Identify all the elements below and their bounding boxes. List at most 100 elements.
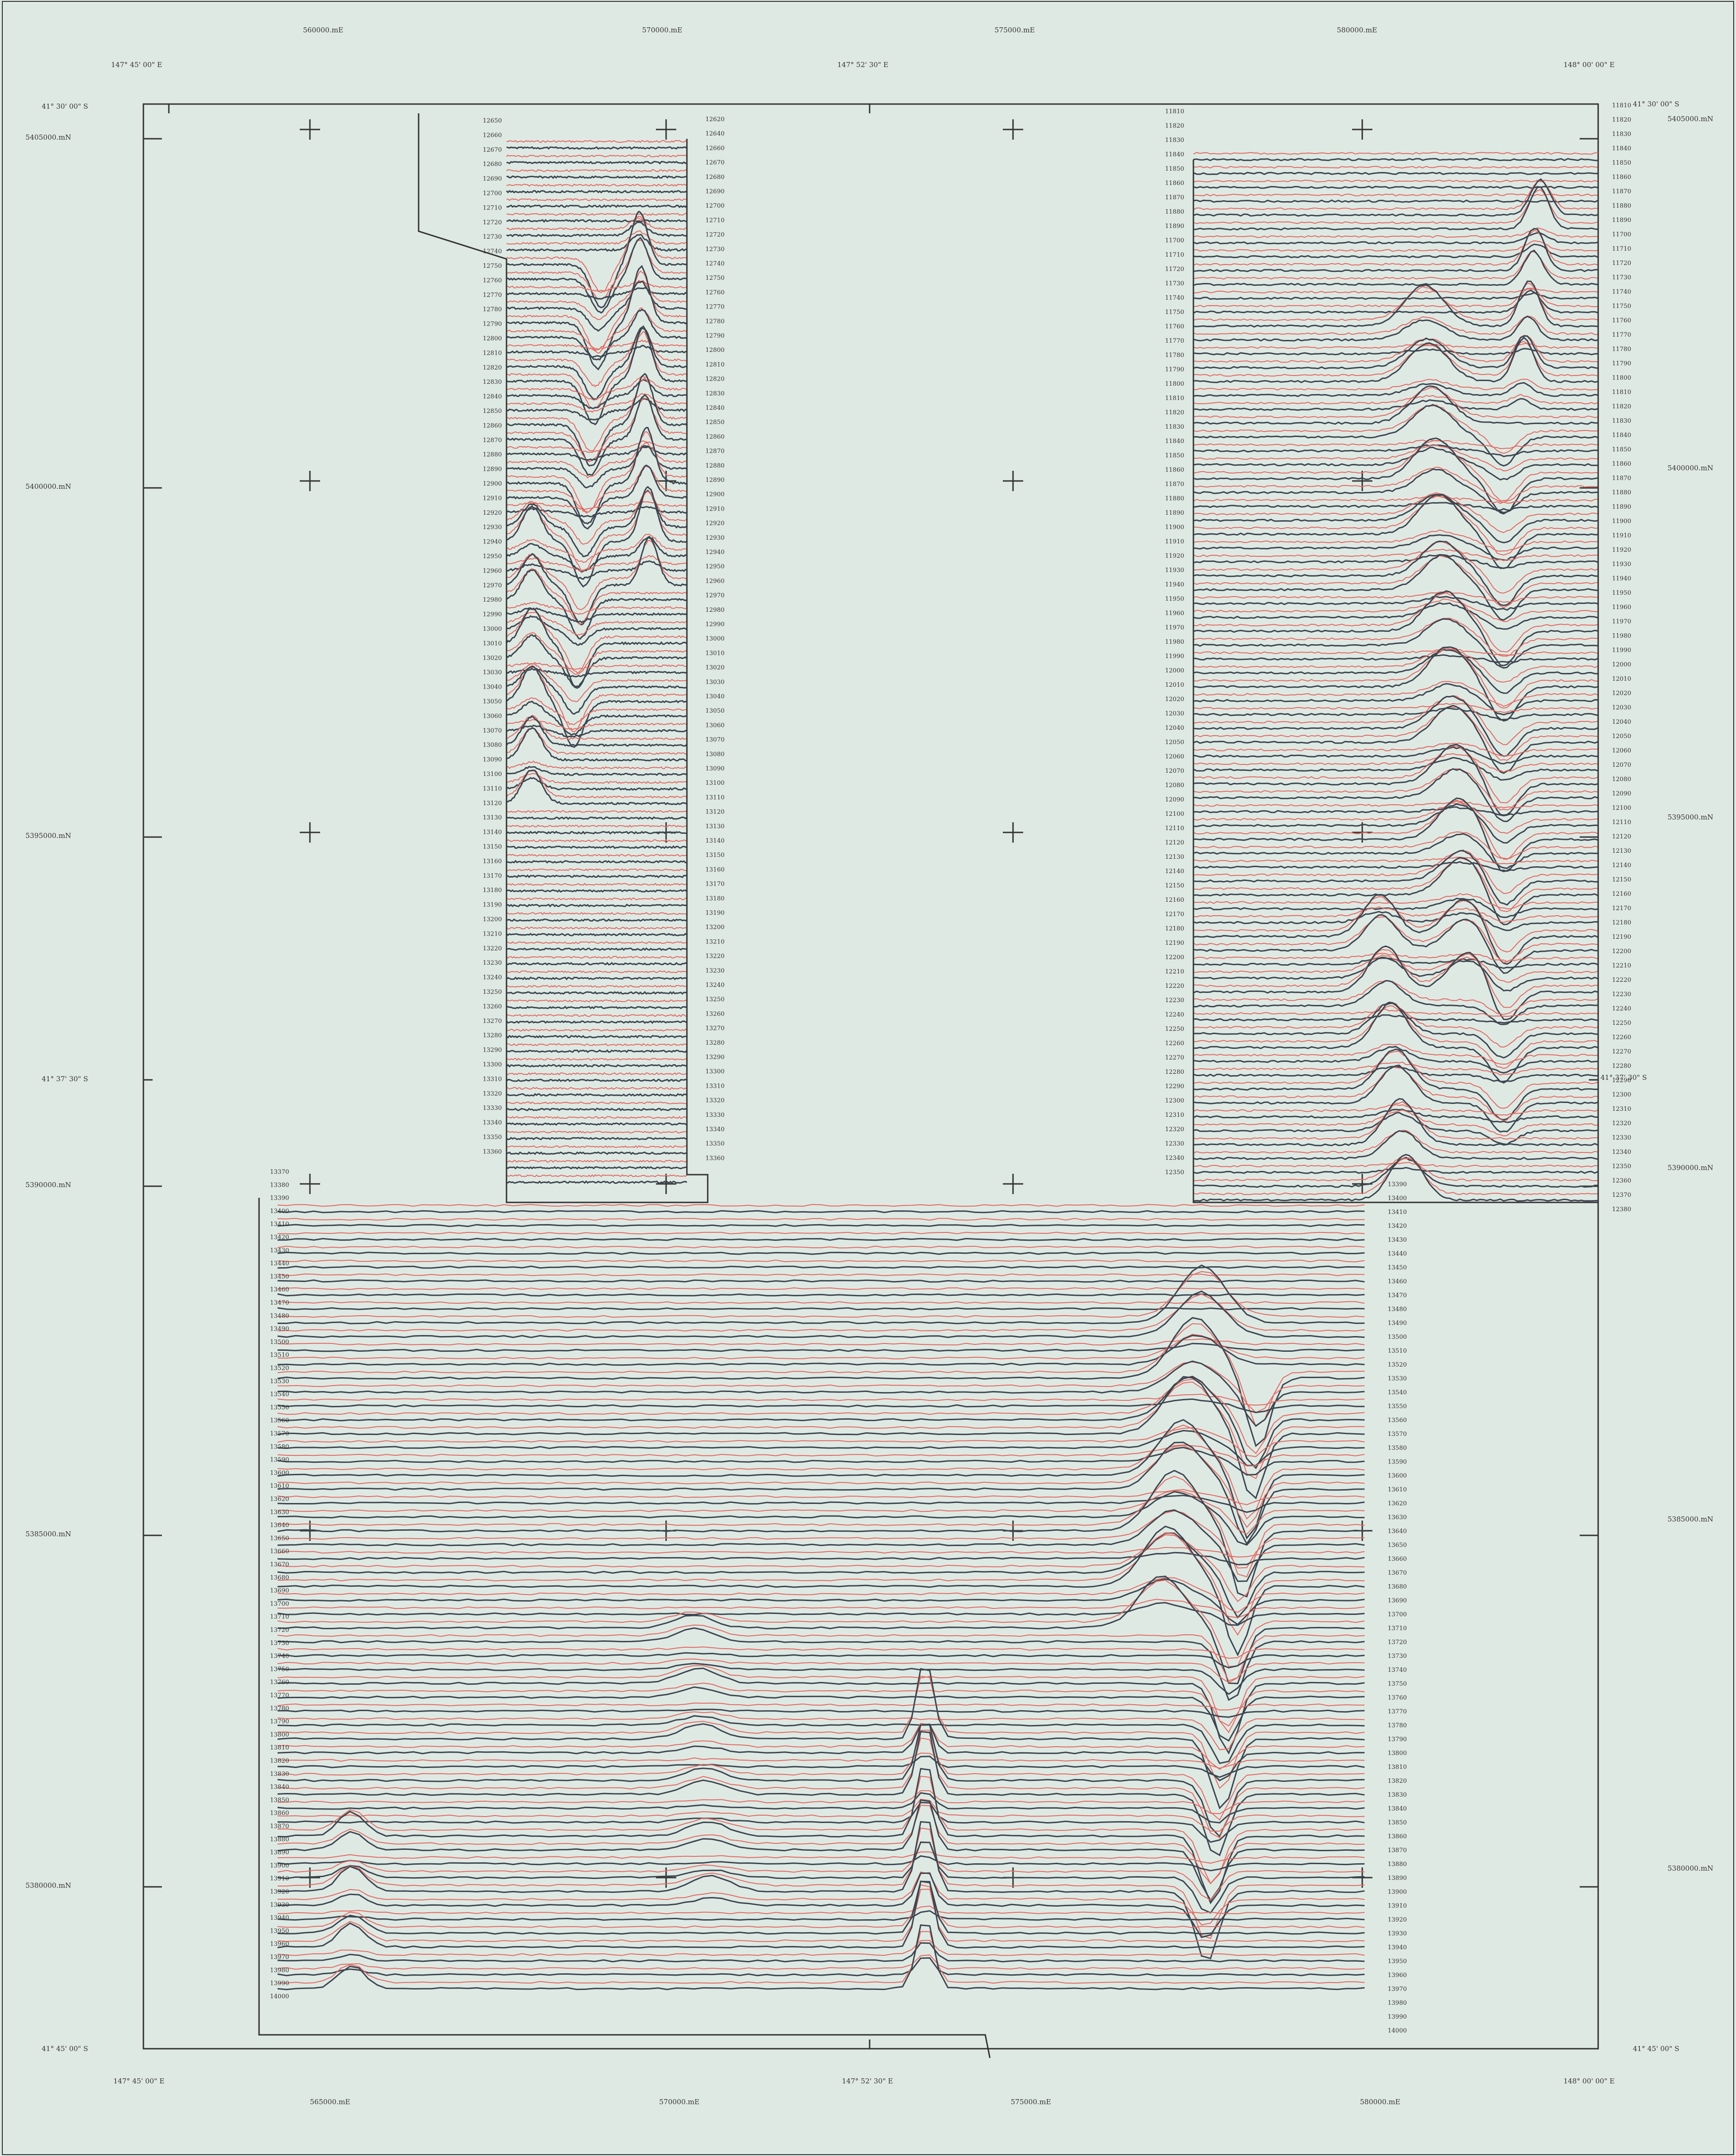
- block-b-trace-red-43: [1193, 742, 1599, 757]
- block-a-right-label: 13060: [705, 722, 724, 729]
- block-b-left-label: 12200: [1165, 954, 1184, 961]
- block-c-trace-red-18: [277, 1444, 1365, 1467]
- block-a-left-label: 12730: [483, 234, 502, 240]
- block-b-left-label: 11860: [1165, 180, 1184, 187]
- block-b-right-label: 12240: [1612, 1005, 1631, 1012]
- block-a-trace-dark-27: [506, 486, 687, 588]
- block-b-outline: [1192, 160, 1599, 1203]
- block-a-trace-dark-3: [506, 190, 687, 194]
- block-b-left-label: 12090: [1165, 796, 1184, 803]
- block-a-outline: [418, 113, 709, 1203]
- block-c-right-label: 13790: [1388, 1736, 1407, 1743]
- block-a-left-label: 12900: [483, 480, 502, 487]
- block-a-right-label: 12940: [705, 549, 724, 556]
- block-c-left-label: 13520: [270, 1365, 289, 1372]
- block-b-right-label: 12090: [1612, 790, 1631, 797]
- block-b-left-label: 12340: [1165, 1155, 1184, 1162]
- block-b-trace-dark-13: [1193, 315, 1599, 342]
- block-a-trace-dark-11: [506, 280, 687, 332]
- block-b-trace-dark-73: [1193, 1167, 1599, 1174]
- flight-line-labels: 12650 12660 12670 12680 12690 12700 12710 12720…: [270, 102, 1631, 2034]
- block-b-trace-red-46: [1193, 768, 1599, 811]
- block-c-trace-red-11: [277, 1334, 1365, 1360]
- block-b-right-label: 12380: [1612, 1206, 1631, 1213]
- block-a-trace-red-68: [506, 1130, 687, 1133]
- block-c-left-label: 13460: [270, 1287, 289, 1294]
- block-a-right-label: 13100: [705, 780, 724, 787]
- block-c-trace-dark-8: [277, 1264, 1365, 1324]
- block-a-trace-dark-20: [506, 394, 687, 476]
- block-b-left-label: 12170: [1165, 911, 1184, 918]
- block-b-trace-dark-34: [1193, 590, 1599, 666]
- block-b-trace-dark-32: [1193, 596, 1599, 611]
- block-b-right-label: 12260: [1612, 1034, 1631, 1041]
- block-b-right-label: 12170: [1612, 905, 1631, 912]
- block-a-right-label: 13170: [705, 881, 724, 888]
- block-c-right-label: 13400: [1388, 1195, 1407, 1202]
- block-a-trace-dark-19: [506, 373, 688, 467]
- block-b-left-label: 12010: [1165, 682, 1184, 689]
- block-c-right-label: 13630: [1388, 1514, 1407, 1521]
- block-a-left-label: 12740: [483, 248, 502, 255]
- block-c-left-label: 13830: [270, 1771, 289, 1778]
- block-a-right-label: 12620: [705, 116, 724, 123]
- block-c-trace-dark-9: [277, 1290, 1365, 1338]
- block-c-right-label: 13430: [1388, 1237, 1407, 1244]
- block-a-trace-red-55: [506, 941, 687, 944]
- block-a-right-label: 13350: [705, 1140, 724, 1147]
- block-c-trace-dark-22: [277, 1491, 1365, 1546]
- block-b-trace-red-45: [1193, 745, 1599, 803]
- block-c-right-label: 13750: [1388, 1681, 1407, 1688]
- block-a-trace-dark-12: [506, 265, 687, 370]
- block-b-right-label: 11850: [1612, 446, 1631, 453]
- block-c-trace-dark-20: [277, 1441, 1365, 1546]
- block-b-trace-red-26: [1193, 492, 1599, 533]
- block-a-trace-red-67: [506, 1116, 687, 1119]
- block-a-right-label: 13160: [705, 866, 724, 873]
- block-c-trace-dark-30: [277, 1575, 1365, 1684]
- block-b-trace-dark-5: [1193, 186, 1599, 231]
- right-latitude-2: 41° 45' 00" S: [1633, 2045, 1679, 2053]
- block-b-trace-dark-72: [1193, 1130, 1599, 1160]
- block-c-left-label: 13410: [270, 1221, 289, 1228]
- block-a-trace-red-24: [506, 466, 687, 513]
- block-b-trace-red-23: [1193, 440, 1599, 501]
- block-b-trace-red-40: [1193, 702, 1599, 713]
- block-c-trace-dark-28: [277, 1578, 1365, 1626]
- block-a-right-label: 13120: [705, 809, 724, 816]
- bottom-easting-3: 580000.mE: [1360, 2098, 1400, 2106]
- right-northing-1: 5400000.mN: [1668, 464, 1713, 472]
- block-b-right-label: 11940: [1612, 575, 1631, 582]
- block-c-trace-red-5: [277, 1273, 1365, 1276]
- block-b-right-label: 11720: [1612, 260, 1631, 267]
- block-c-trace-red-19: [277, 1424, 1365, 1520]
- block-b-trace-dark-42: [1193, 704, 1599, 774]
- block-b-left-label: 11890: [1165, 223, 1184, 230]
- block-b-trace-red-54: [1193, 893, 1598, 910]
- block-a-left-label: 13240: [483, 974, 502, 981]
- block-b-left-label: 12190: [1165, 940, 1184, 947]
- block-b-left-label: 11820: [1165, 123, 1184, 129]
- block-b-trace-red-3: [1193, 193, 1599, 197]
- block-c-left-label: 13970: [270, 1954, 289, 1961]
- block-a-left-label: 13260: [483, 1003, 502, 1010]
- block-c-right-label: 13510: [1388, 1348, 1407, 1355]
- block-a-left-label: 12760: [483, 277, 502, 284]
- block-c-trace-red-42: [277, 1737, 1365, 1839]
- block-a-left-label: 13000: [483, 626, 502, 633]
- block-a-left-label: 13020: [483, 655, 502, 662]
- block-b-trace-dark-17: [1193, 382, 1599, 397]
- block-b-left-label: 12220: [1165, 983, 1184, 990]
- block-b-trace-dark-54: [1193, 898, 1599, 918]
- block-a-trace-dark-29: [506, 560, 687, 580]
- block-c-left-label: 13510: [270, 1352, 289, 1359]
- block-b-left-label: 12100: [1165, 811, 1184, 818]
- block-c-left-label: 13990: [270, 1980, 289, 1987]
- block-c-left-label: 13960: [270, 1941, 289, 1948]
- block-c-left-label: 13660: [270, 1548, 289, 1555]
- bottom-longitude-2: 148° 00' 00" E: [1563, 2077, 1615, 2085]
- block-b-right-label: 12370: [1612, 1192, 1631, 1199]
- block-c-right-label: 13440: [1388, 1250, 1407, 1257]
- block-b-trace-dark-40: [1193, 707, 1599, 721]
- block-b-left-label: 11940: [1165, 581, 1184, 588]
